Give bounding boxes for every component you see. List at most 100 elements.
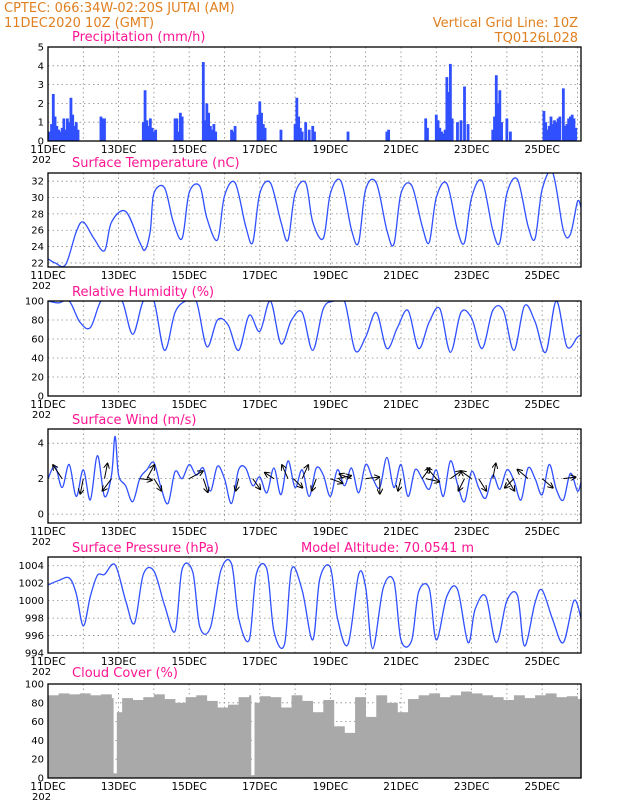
pres-panel: 994 996 998 1000 1002 1004 11DEC 13DEC 15DEC 17DE… [19, 556, 582, 678]
precip-bar [177, 131, 181, 141]
header-grid-note: Vertical Grid Line: 10Z [433, 16, 578, 31]
cloud-cover-bar [116, 712, 123, 778]
precip-bar [385, 131, 389, 141]
cloud-cover-bar [471, 693, 483, 778]
precip-bar [180, 116, 184, 141]
precip-bar [440, 131, 443, 141]
wind-vector-arrow [459, 478, 465, 491]
wind-vector-arrow [202, 478, 208, 493]
cloud-cover-bar [254, 702, 261, 778]
precip-bar [212, 124, 216, 141]
wind-vector-arrow [365, 477, 380, 479]
precip-bar [73, 125, 76, 141]
precip-ytick-label: 4 [38, 61, 44, 72]
rh-xtick-label: 21DEC [383, 399, 418, 411]
header-model-code: TQ0126L028 [494, 31, 578, 46]
wind-xtick-label: 17DEC [242, 526, 277, 538]
pres-year-label: 202 [32, 667, 51, 678]
cloud-cover-bar [79, 693, 91, 778]
cloud-cover-bar [376, 695, 388, 778]
precip-panel: 0 1 2 3 4 5 11DEC 13DEC 15DEC 17DEC 19DEC 21DEC 23DE… [30, 43, 582, 166]
precip-bar [64, 129, 68, 141]
precip-bar [66, 118, 69, 141]
rh-year-label: 202 [32, 410, 51, 421]
precip-bar [258, 101, 262, 141]
precip-bar [201, 62, 205, 141]
precip-bar [103, 118, 106, 141]
precip-bar [494, 75, 498, 141]
precip-bar [297, 116, 301, 141]
cloud-cover-bar [545, 693, 557, 778]
cloud-cover-bar [439, 697, 451, 778]
wind-vector-arrow [398, 478, 401, 491]
wind-vector-arrow [236, 478, 239, 491]
cloud-cover-bar [556, 697, 568, 778]
wind-ytick-label: 4 [38, 439, 44, 450]
wind-vector-arrow [103, 478, 112, 491]
precip-bar [572, 118, 576, 141]
precip-bar [210, 129, 214, 141]
wind-vector-arrow [330, 478, 342, 484]
precip-bar [57, 129, 60, 141]
cloud-cover-bar [217, 707, 229, 778]
precip-bar [55, 125, 59, 141]
precip-bar [565, 124, 569, 141]
precip-bar [141, 122, 145, 141]
cloud-cover-bar [185, 697, 197, 778]
precip-bar [509, 131, 512, 141]
cloud-xtick-label: 23DEC [454, 781, 489, 793]
precip-bar [549, 116, 553, 141]
pres-xtick-label: 17DEC [242, 656, 277, 668]
cloud-cover-bar [386, 702, 398, 778]
rh-xtick-label: 19DEC [313, 399, 348, 411]
wind-vector-arrow [252, 478, 261, 490]
precip-bar [147, 125, 150, 141]
wind-xtick-label: 15DEC [171, 526, 206, 538]
wind-vector-arrow [505, 478, 515, 488]
pres-ytick-label: 1000 [19, 596, 44, 607]
wind-vector-arrow [541, 478, 553, 488]
wind-vector-arrow [80, 478, 83, 494]
pres-ytick-label: 998 [25, 614, 44, 625]
cloud-cover-bar [153, 694, 165, 778]
precip-title: Precipitation (mm/h) [72, 30, 205, 45]
cloud-cover-bar [228, 704, 239, 778]
rh-ytick-label: 60 [31, 335, 44, 346]
temp-ytick-label: 22 [31, 258, 44, 269]
cloud-cover-bar [249, 695, 252, 778]
temp-xtick-label: 25DEC [524, 270, 559, 282]
wind-panel: 0 2 4 11DEC 13DEC 15DEC 17DEC 19DEC 21DEC 23DEC 25… [30, 428, 582, 548]
precip-bar [567, 118, 571, 141]
temp-ytick-label: 30 [31, 193, 44, 204]
cloud-cover-bar [450, 695, 462, 778]
wind-vector-arrow [493, 464, 496, 479]
pres-xtick-label: 25DEC [524, 656, 559, 668]
rh-series-line [48, 301, 581, 353]
rh-xtick-label: 25DEC [524, 399, 559, 411]
precip-bar [436, 120, 440, 141]
precip-bar [50, 124, 53, 141]
cloud-cover-bar [577, 699, 582, 778]
precip-xtick-label: 19DEC [313, 144, 348, 156]
precip-bar [546, 129, 549, 141]
cloud-cover-bar [513, 695, 525, 778]
precip-bar [544, 122, 548, 141]
cloud-xtick-label: 17DEC [242, 781, 277, 793]
precip-bar [569, 116, 572, 141]
precip-bar [424, 118, 428, 141]
cloud-cover-bar [323, 699, 335, 778]
precip-bar [293, 124, 297, 141]
cloud-cover-bar [196, 695, 208, 778]
cloud-year-label: 202 [32, 792, 51, 800]
temp-xtick-label: 17DEC [242, 270, 277, 282]
precip-bar [230, 129, 233, 141]
cloud-cover-bar [90, 695, 102, 778]
wind-vector-arrow [478, 478, 487, 491]
precip-bar [311, 125, 315, 141]
wind-vector-arrow [301, 465, 308, 479]
precip-bar [496, 103, 500, 141]
wind-series-line [48, 435, 581, 505]
precip-bar [553, 120, 556, 141]
precip-bar [558, 116, 562, 141]
rh-frame [47, 300, 582, 397]
